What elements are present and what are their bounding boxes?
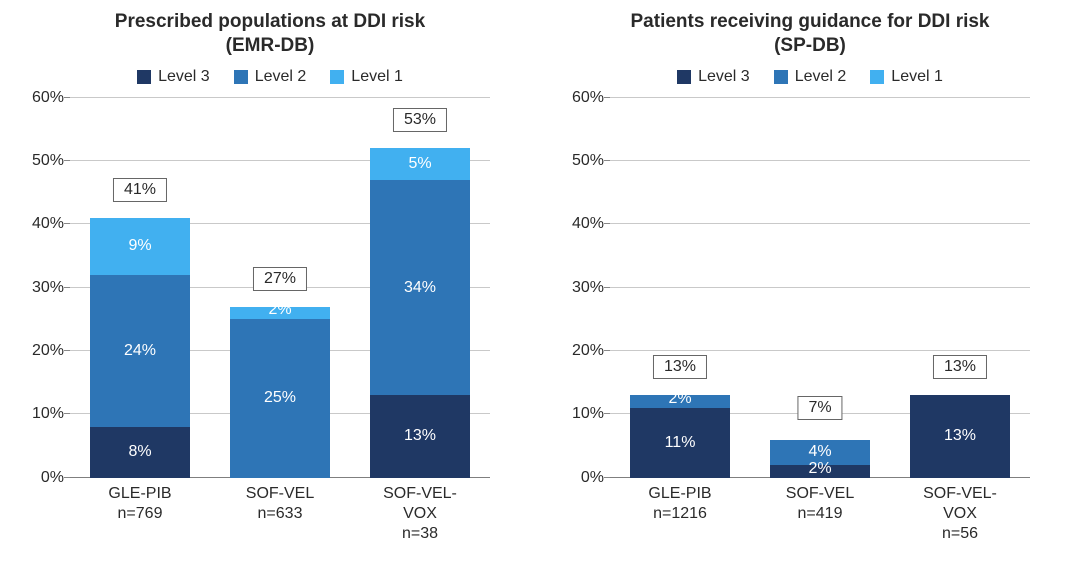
panel-emr-db: Prescribed populations at DDI risk (EMR-… [0, 0, 540, 586]
legend-swatch [870, 70, 884, 84]
y-tick-label: 20% [32, 342, 70, 360]
legend-label: Level 2 [795, 68, 847, 86]
title-line-1: Prescribed populations at DDI risk [115, 11, 425, 32]
x-axis: GLE-PIB n=1216 SOF-VEL n=419 SOF-VEL-VOX n=56 [610, 478, 1030, 544]
category-label: SOF-VEL-VOX [383, 485, 457, 522]
legend-swatch [137, 70, 151, 84]
y-tick-label: 50% [572, 152, 610, 170]
segment-level-2: 25% [230, 319, 330, 477]
category-label: SOF-VEL [246, 485, 314, 502]
total-label: 13% [933, 355, 987, 379]
bars-row: 13%2%11%7%4%2%13%13% [610, 98, 1030, 478]
n-label: n=56 [942, 525, 978, 542]
legend-item-level2: Level 2 [774, 68, 847, 86]
y-tick-label: 40% [572, 215, 610, 233]
category-label: GLE-PIB [108, 485, 171, 502]
category-label: GLE-PIB [648, 485, 711, 502]
total-label: 13% [653, 355, 707, 379]
title-line-2: (SP-DB) [774, 35, 846, 56]
legend-swatch [330, 70, 344, 84]
legend-item-level1: Level 1 [870, 68, 943, 86]
legend-label: Level 1 [891, 68, 943, 86]
n-label: n=1216 [653, 505, 707, 522]
y-tick-label: 60% [32, 89, 70, 107]
n-label: n=633 [258, 505, 303, 522]
n-label: n=419 [798, 505, 843, 522]
x-axis: GLE-PIB n=769 SOF-VEL n=633 SOF-VEL-VOX n=38 [70, 478, 490, 544]
legend-item-level3: Level 3 [137, 68, 210, 86]
y-tick-label: 60% [572, 89, 610, 107]
legend-label: Level 1 [351, 68, 403, 86]
panel-sp-db: Patients receiving guidance for DDI risk… [540, 0, 1080, 586]
panel-title: Patients receiving guidance for DDI risk… [540, 10, 1080, 58]
y-tick-label: 20% [572, 342, 610, 360]
segment-level-3: 13% [910, 395, 1010, 477]
y-tick-label: 10% [32, 405, 70, 423]
n-label: n=38 [402, 525, 438, 542]
y-tick-label: 10% [572, 405, 610, 423]
legend-label: Level 2 [255, 68, 307, 86]
segment-level-1: 9% [90, 218, 190, 275]
bar-sof-vel: 7%4%2% [770, 98, 870, 478]
y-tick-label: 40% [32, 215, 70, 233]
title-line-1: Patients receiving guidance for DDI risk [631, 11, 990, 32]
chart-container: Prescribed populations at DDI risk (EMR-… [0, 0, 1080, 586]
segment-level-2: 2% [630, 395, 730, 408]
x-tick-label: SOF-VEL-VOX n=38 [370, 484, 470, 544]
legend: Level 3 Level 2 Level 1 [540, 68, 1080, 86]
plot-area: 0%10%20%30%40%50%60%13%2%11%7%4%2%13%13%… [610, 98, 1030, 478]
category-label: SOF-VEL-VOX [923, 485, 997, 522]
legend-swatch [774, 70, 788, 84]
x-tick-label: SOF-VEL n=419 [770, 484, 870, 544]
total-label: 41% [113, 178, 167, 202]
x-tick-label: SOF-VEL-VOX n=56 [910, 484, 1010, 544]
bar-gle-pib: 13% 2%11% [630, 98, 730, 478]
segment-level-2: 24% [90, 275, 190, 427]
segment-level-3: 13% [370, 395, 470, 477]
legend-swatch [677, 70, 691, 84]
bar-gle-pib: 41% 9%24%8% [90, 98, 190, 478]
category-label: SOF-VEL [786, 485, 854, 502]
panel-title: Prescribed populations at DDI risk (EMR-… [0, 10, 540, 58]
total-label: 7% [797, 396, 842, 420]
y-tick-label: 50% [32, 152, 70, 170]
bars-row: 41% 9%24%8% 27% 2%25% 53% 5%34%13% [70, 98, 490, 478]
legend-label: Level 3 [158, 68, 210, 86]
segment-level-3: 11% [630, 408, 730, 478]
segment-level-3: 8% [90, 427, 190, 478]
legend: Level 3 Level 2 Level 1 [0, 68, 540, 86]
y-tick-label: 0% [41, 469, 70, 487]
y-tick-label: 0% [581, 469, 610, 487]
x-tick-label: GLE-PIB n=769 [90, 484, 190, 544]
n-label: n=769 [118, 505, 163, 522]
segment-level-3: 2% [770, 465, 870, 478]
bar-sof-vel-vox: 13% 13% [910, 98, 1010, 478]
y-tick-label: 30% [32, 279, 70, 297]
legend-item-level3: Level 3 [677, 68, 750, 86]
legend-label: Level 3 [698, 68, 750, 86]
x-tick-label: GLE-PIB n=1216 [630, 484, 730, 544]
title-line-2: (EMR-DB) [226, 35, 315, 56]
bar-sof-vel-vox: 53% 5%34%13% [370, 98, 470, 478]
segment-level-1: 2% [230, 307, 330, 320]
legend-item-level2: Level 2 [234, 68, 307, 86]
legend-swatch [234, 70, 248, 84]
bar-sof-vel: 27% 2%25% [230, 98, 330, 478]
segment-level-2: 34% [370, 180, 470, 395]
total-label: 27% [253, 267, 307, 291]
plot-area: 0%10%20%30%40%50%60%41%9%24%8%27%2%25%53… [70, 98, 490, 478]
x-tick-label: SOF-VEL n=633 [230, 484, 330, 544]
segment-level-1: 5% [370, 148, 470, 180]
legend-item-level1: Level 1 [330, 68, 403, 86]
y-tick-label: 30% [572, 279, 610, 297]
total-label: 53% [393, 108, 447, 132]
